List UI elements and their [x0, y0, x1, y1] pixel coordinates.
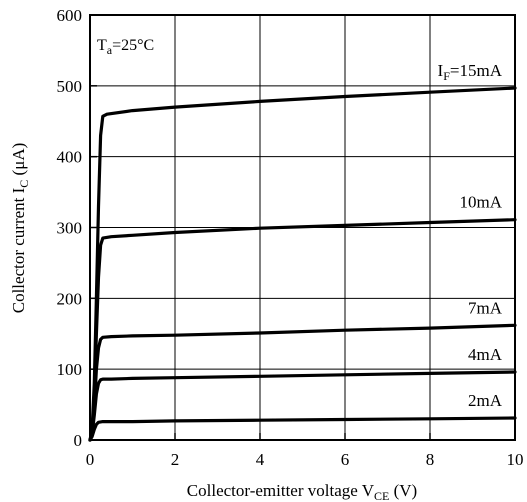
- series-line: [88, 86, 517, 442]
- grid: [90, 15, 515, 440]
- x-tick-label: 10: [507, 450, 524, 469]
- series-line: [88, 370, 517, 442]
- y-axis-label: Collector current IC (μA): [9, 143, 31, 314]
- series-label: IF=15mA: [438, 61, 503, 83]
- x-tick-label: 0: [86, 450, 95, 469]
- curves: [88, 86, 517, 442]
- series-label: 4mA: [468, 345, 503, 364]
- x-tick-label: 4: [256, 450, 265, 469]
- series-label: 2mA: [468, 391, 503, 410]
- series-line: [88, 416, 517, 442]
- series-label: 10mA: [460, 193, 503, 212]
- x-tick-label: 6: [341, 450, 350, 469]
- y-tick-label: 600: [57, 6, 83, 25]
- x-tick-label: 8: [426, 450, 435, 469]
- curve-labels: IF=15mA 10mA 7mA 4mA 2mA: [438, 61, 503, 410]
- series-label: 7mA: [468, 298, 503, 317]
- y-tick-label: 200: [57, 289, 83, 308]
- y-tick-label: 0: [74, 431, 83, 450]
- y-tick-label: 500: [57, 77, 83, 96]
- y-tick-label: 400: [57, 148, 83, 167]
- series-line: [88, 218, 517, 442]
- x-axis-label: Collector-emitter voltage VCE (V): [187, 481, 417, 502]
- ambient-temperature-annotation: Ta=25°C: [97, 37, 154, 57]
- y-tick-label: 300: [57, 219, 83, 238]
- x-tick-label: 2: [171, 450, 180, 469]
- y-tick-label: 100: [57, 360, 83, 379]
